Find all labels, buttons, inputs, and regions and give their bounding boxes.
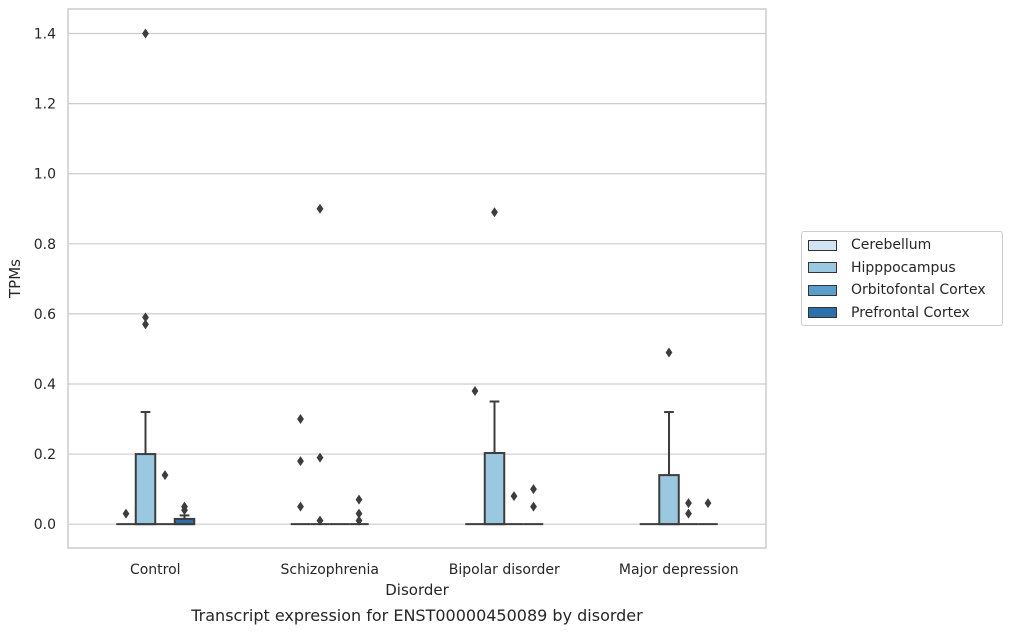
legend-item: Prefrontal Cortex [808, 304, 970, 322]
legend-label: Prefrontal Cortex [851, 304, 970, 321]
outlier-point [510, 491, 518, 502]
box-hipppocampus [658, 411, 680, 526]
outlier-point [355, 508, 363, 519]
outlier-point [685, 508, 692, 519]
legend-swatch [808, 262, 837, 273]
legend: Cerebellum Hipppocampus Orbitofontal Corte… [801, 231, 1003, 326]
y-tick-label: 1.2 [34, 97, 56, 113]
outlier-point [316, 452, 324, 463]
outlier-point [355, 515, 363, 526]
outlier-points [122, 28, 712, 526]
x-tick-label: Major depression [619, 562, 739, 578]
legend-item: Hipppocampus [808, 259, 956, 277]
outlier-point [297, 456, 304, 467]
y-tick-label: 0.4 [34, 377, 56, 393]
outlier-point [355, 494, 363, 505]
outlier-point [704, 498, 712, 509]
outlier-point [142, 28, 149, 39]
y-axis-title: TPMs [6, 259, 24, 299]
legend-swatch [808, 284, 837, 296]
outlier-point [685, 498, 692, 509]
outlier-point [665, 347, 673, 358]
x-tick-label: Bipolar disorder [449, 562, 560, 578]
outlier-point [142, 312, 149, 323]
box-prefrontal-cortex [173, 514, 196, 526]
y-tick-label: 0.0 [34, 517, 56, 533]
legend-item: Cerebellum [808, 236, 931, 254]
outlier-point [122, 508, 130, 519]
y-tick-label: 1.0 [34, 167, 56, 183]
outlier-point [316, 203, 324, 214]
legend-label: Cerebellum [851, 237, 932, 253]
y-axis-ticks: 0.0 0.2 0.4 0.6 0.8 1.0 1.2 1.4 [34, 27, 56, 534]
outlier-point [297, 414, 304, 425]
y-tick-label: 0.2 [34, 447, 56, 463]
outlier-point [142, 319, 149, 330]
y-tick-label: 1.4 [34, 27, 56, 43]
y-tick-label: 0.8 [34, 237, 56, 253]
y-tick-label: 0.6 [34, 307, 56, 323]
box-series [116, 400, 718, 526]
legend-label: Hipppocampus [851, 259, 956, 276]
outlier-point [471, 385, 479, 396]
legend-swatch [808, 307, 837, 318]
box-body [134, 453, 157, 526]
x-axis-title: Disorder [385, 581, 449, 599]
chart-caption: Transcript expression for ENST0000045008… [191, 606, 643, 625]
grid-lines [68, 32, 766, 525]
legend-label: Orbitofontal Cortex [851, 282, 986, 298]
x-axis-ticks: Control Schizophrenia Bipolar disorder Majo… [130, 562, 739, 578]
outlier-point [530, 501, 537, 512]
legend-item: Orbitofontal Cortex [808, 281, 986, 299]
outlier-point [530, 484, 537, 495]
x-tick-label: Schizophrenia [281, 562, 379, 578]
box-hipppocampus [483, 400, 506, 526]
x-tick-label: Control [130, 562, 181, 578]
box-hipppocampus [134, 411, 157, 526]
outlier-point [297, 501, 304, 512]
plot-frame [67, 8, 767, 549]
outlier-point [491, 207, 498, 218]
box-body [658, 474, 680, 526]
outlier-point [316, 515, 324, 526]
outlier-point [181, 505, 188, 516]
legend-swatch [808, 239, 837, 251]
box-body [483, 452, 506, 526]
outlier-point [161, 470, 169, 481]
